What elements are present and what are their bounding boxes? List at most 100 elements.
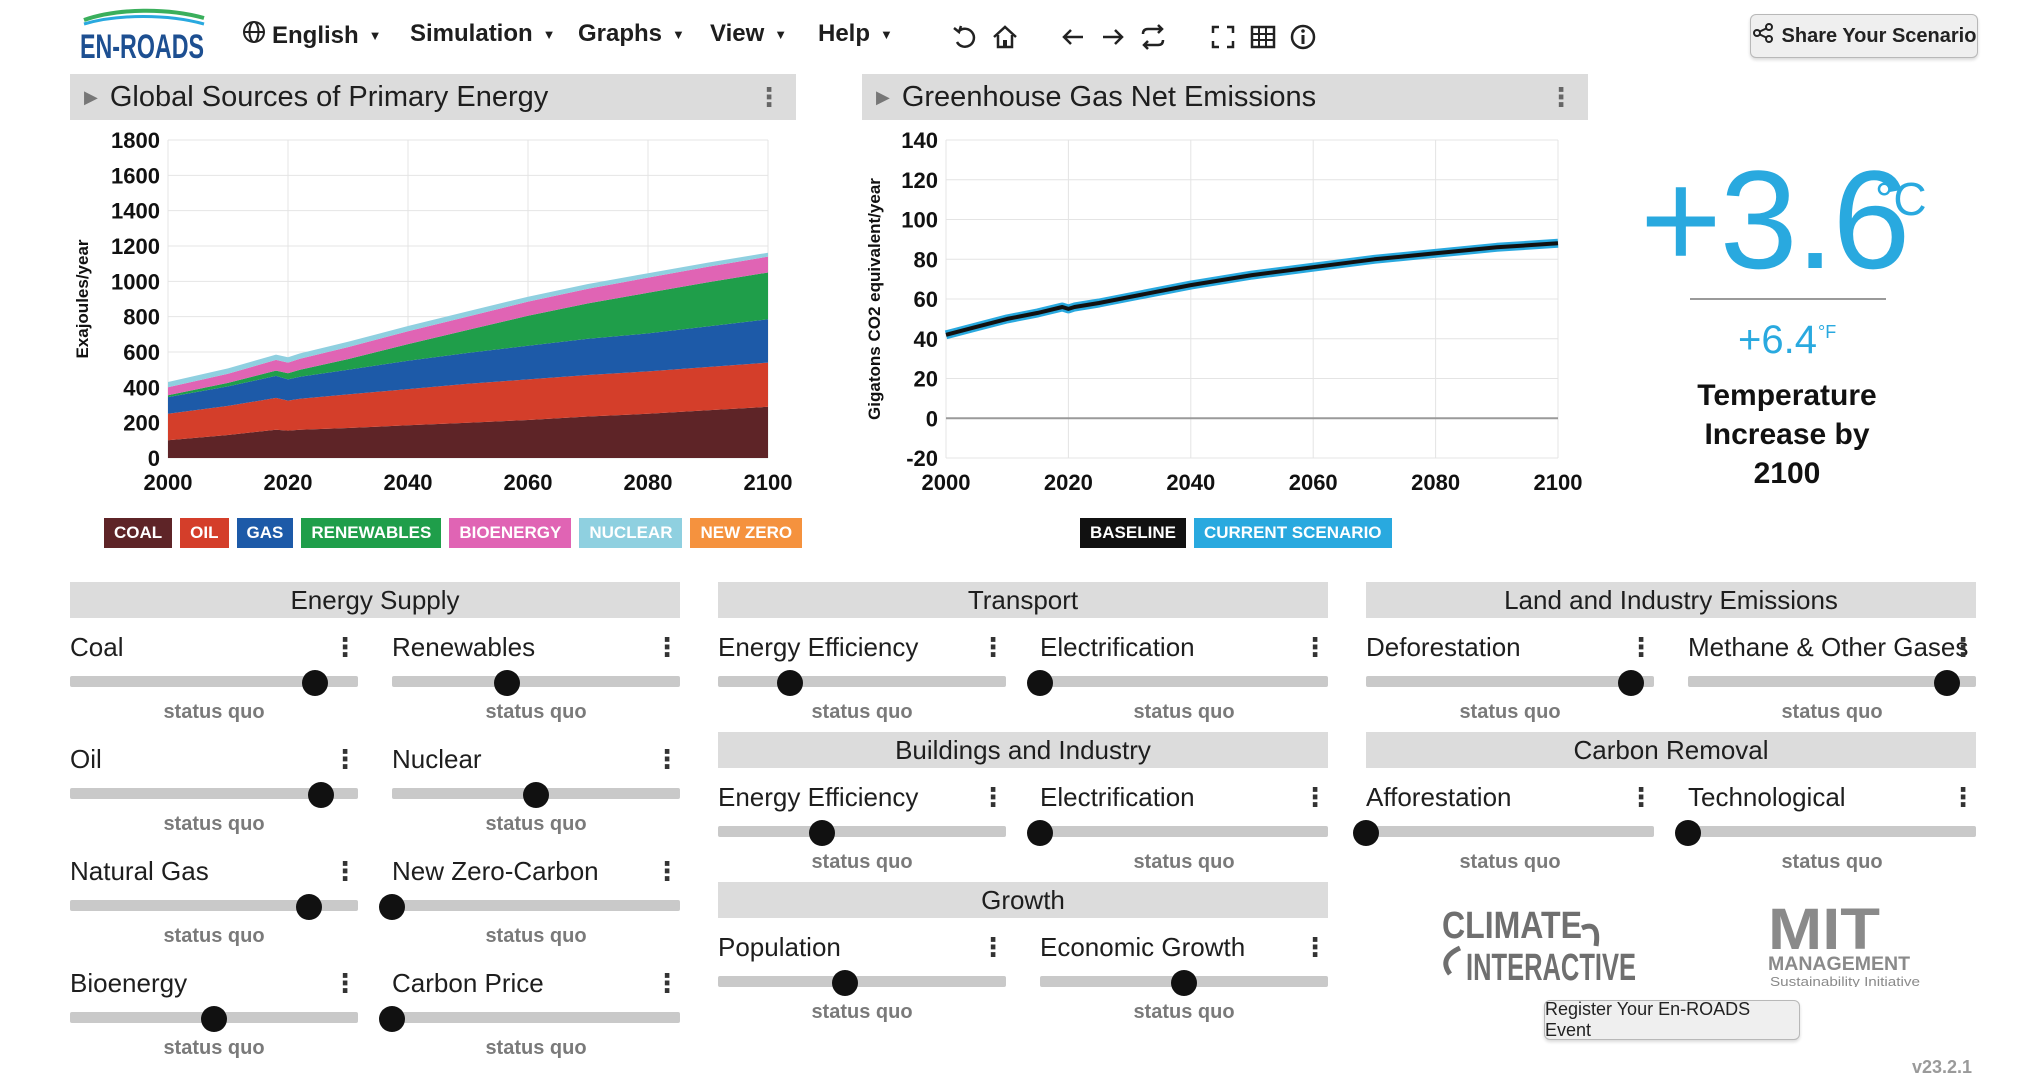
slider-thumb[interactable] [201, 1006, 227, 1032]
y-tick-label: 400 [123, 375, 160, 400]
slider-track[interactable] [70, 788, 358, 799]
slider-track[interactable] [1366, 826, 1654, 837]
kebab-menu-icon[interactable]: ⋮ [1548, 81, 1574, 112]
kebab-menu-icon[interactable]: ⋮ [332, 856, 358, 886]
slider-thumb[interactable] [1027, 670, 1053, 696]
legend-item-gas[interactable]: GAS [236, 518, 294, 548]
slider-thumb[interactable] [523, 782, 549, 808]
kebab-menu-icon[interactable]: ⋮ [1628, 782, 1654, 812]
info-icon[interactable] [1288, 22, 1318, 52]
register-event-button[interactable]: Register Your En-ROADS Event [1544, 999, 1800, 1040]
menu-simulation-label: Simulation [410, 20, 533, 47]
en-roads-logo[interactable]: EN-ROADS [78, 6, 208, 66]
kebab-menu-icon[interactable]: ⋮ [1302, 632, 1328, 662]
menu-help[interactable]: Help ▼ [818, 20, 893, 48]
legend-item-nuclear[interactable]: NUCLEAR [579, 518, 683, 548]
kebab-menu-icon[interactable]: ⋮ [1950, 632, 1976, 662]
kebab-menu-icon[interactable]: ⋮ [654, 632, 680, 662]
slider-track[interactable] [718, 676, 1006, 687]
slider-thumb[interactable] [296, 894, 323, 920]
slider-thumb[interactable] [1675, 820, 1701, 846]
back-arrow-icon[interactable] [1058, 22, 1088, 52]
expand-triangle-icon[interactable]: ▶ [84, 86, 98, 107]
kebab-menu-icon[interactable]: ⋮ [1302, 782, 1328, 812]
swap-icon[interactable] [1138, 22, 1168, 52]
graph-left-title: Global Sources of Primary Energy [109, 80, 549, 113]
slider-thumb[interactable] [831, 970, 858, 996]
slider-track[interactable] [1040, 676, 1328, 687]
slider-track[interactable] [1688, 826, 1976, 837]
top-navigation: EN-ROADS English ▼ Simulation ▼ Graphs ▼… [0, 0, 2034, 74]
slider-thumb[interactable] [301, 670, 328, 696]
slider-thumb[interactable] [379, 1006, 405, 1032]
slider-population: Population ⋮ status quo [718, 932, 1006, 1040]
slider-thumb[interactable] [1027, 820, 1053, 846]
slider-track[interactable] [392, 676, 680, 687]
table-icon[interactable] [1248, 22, 1278, 52]
slider-status: status quo [1781, 851, 1883, 873]
area-coal [168, 406, 768, 458]
undo-icon[interactable] [950, 22, 980, 52]
mit-management-logo[interactable]: MIT MANAGEMENT Sustainability Initiative [1762, 897, 1932, 992]
legend-item-bioenergy[interactable]: BIOENERGY [449, 518, 572, 548]
slider-thumb[interactable] [494, 670, 521, 696]
climate-interactive-logo[interactable]: CLIMATE INTERACTIVE [1432, 900, 1642, 993]
graph-right-header[interactable]: ▶ Greenhouse Gas Net Emissions ⋮ [862, 74, 1588, 120]
slider-thumb[interactable] [777, 670, 803, 696]
slider-track[interactable] [718, 976, 1006, 987]
slider-track[interactable] [70, 900, 358, 911]
kebab-menu-icon[interactable]: ⋮ [1950, 782, 1976, 812]
kebab-menu-icon[interactable]: ⋮ [332, 744, 358, 774]
menu-view[interactable]: View ▼ [710, 20, 787, 48]
slider-track[interactable] [1040, 826, 1328, 837]
slider-thumb[interactable] [379, 894, 405, 920]
slider-track[interactable] [392, 1012, 680, 1023]
slider-track[interactable] [70, 676, 358, 687]
slider-track[interactable] [718, 826, 1006, 837]
home-icon[interactable] [990, 22, 1020, 52]
kebab-menu-icon[interactable]: ⋮ [654, 856, 680, 886]
slider-thumb[interactable] [808, 820, 835, 846]
legend-item-new-zero[interactable]: NEW ZERO [690, 518, 803, 548]
legend-item-baseline[interactable]: BASELINE [1080, 518, 1186, 548]
slider-thumb[interactable] [307, 782, 334, 808]
graph-left-header[interactable]: ▶ Global Sources of Primary Energy ⋮ [70, 74, 796, 120]
y-tick-label: 1400 [111, 199, 160, 224]
legend-item-renewables[interactable]: RENEWABLES [301, 518, 442, 548]
legend-item-oil[interactable]: OIL [180, 518, 229, 548]
forward-arrow-icon[interactable] [1098, 22, 1128, 52]
slider-thumb[interactable] [1617, 670, 1644, 696]
slider-thumb[interactable] [1353, 820, 1379, 846]
slider-track[interactable] [1366, 676, 1654, 687]
legend-item-current-scenario[interactable]: CURRENT SCENARIO [1193, 518, 1392, 548]
language-menu[interactable]: English ▼ [242, 20, 382, 51]
kebab-menu-icon[interactable]: ⋮ [1628, 632, 1654, 662]
kebab-menu-icon[interactable]: ⋮ [756, 81, 782, 112]
slider-thumb[interactable] [1934, 670, 1961, 696]
kebab-menu-icon[interactable]: ⋮ [654, 744, 680, 774]
legend-item-coal[interactable]: COAL [104, 518, 173, 548]
slider-technological: Technological ⋮ status quo [1675, 782, 1976, 890]
slider-label: Bioenergy [70, 968, 188, 998]
slider-track[interactable] [392, 900, 680, 911]
slider-label: Afforestation [1366, 782, 1512, 812]
kebab-menu-icon[interactable]: ⋮ [980, 782, 1006, 812]
slider-label: Natural Gas [70, 856, 209, 886]
slider-track[interactable] [1688, 676, 1976, 687]
kebab-menu-icon[interactable]: ⋮ [332, 968, 358, 998]
kebab-menu-icon[interactable]: ⋮ [332, 632, 358, 662]
y-tick-label: 1000 [111, 269, 160, 294]
kebab-menu-icon[interactable]: ⋮ [980, 632, 1006, 662]
expand-triangle-icon[interactable]: ▶ [876, 86, 890, 107]
share-scenario-button[interactable]: Share Your Scenario [1750, 14, 1978, 58]
fullscreen-icon[interactable] [1208, 22, 1238, 52]
kebab-menu-icon[interactable]: ⋮ [980, 932, 1006, 962]
slider-carbon-price: Carbon Price ⋮ status quo [379, 968, 680, 1076]
slider-thumb[interactable] [1171, 970, 1197, 996]
kebab-menu-icon[interactable]: ⋮ [1302, 932, 1328, 962]
menu-graphs[interactable]: Graphs ▼ [578, 20, 685, 48]
kebab-menu-icon[interactable]: ⋮ [654, 968, 680, 998]
y-axis-label: Gigatons CO2 equivalent/year [865, 178, 884, 420]
menu-simulation[interactable]: Simulation ▼ [410, 20, 556, 48]
